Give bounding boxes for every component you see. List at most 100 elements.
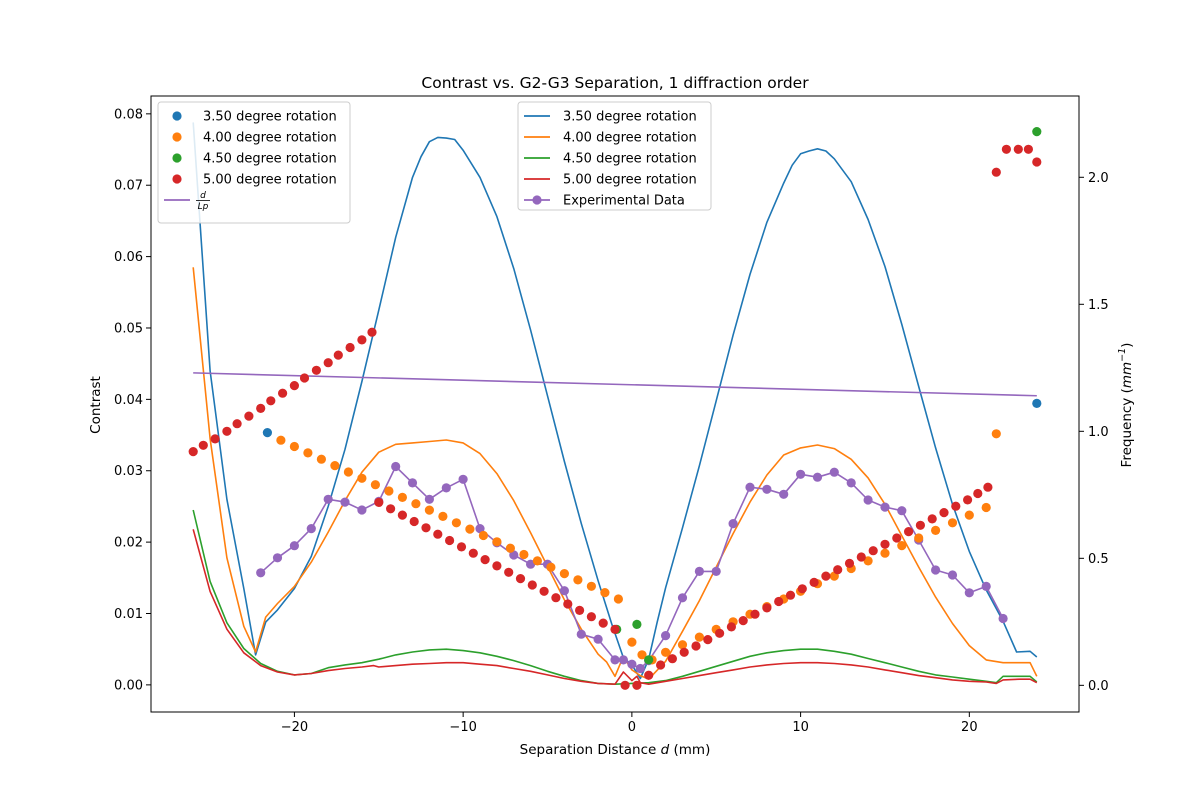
scatter-point-5-00-degree-rotation xyxy=(703,635,713,645)
experimental-data-point xyxy=(272,553,283,563)
scatter-point-5-00-degree-rotation xyxy=(266,396,276,406)
scatter-point-5-00-degree-rotation xyxy=(210,434,220,444)
scatter-point-4-00-degree-rotation xyxy=(370,480,380,490)
legend-entry-4-00-degree-rotation: 4.00 degree rotation xyxy=(172,131,337,146)
experimental-data-point xyxy=(627,659,637,669)
scatter-point-4-00-degree-rotation xyxy=(303,448,313,458)
experimental-data-point xyxy=(947,570,958,580)
scatter-point-5-00-degree-rotation xyxy=(939,507,949,518)
x-axis-label: Separation Distance d (mm) xyxy=(520,742,711,758)
scatter-point-5-00-degree-rotation xyxy=(892,533,902,543)
scatter-point-4-00-degree-rotation xyxy=(451,518,461,528)
scatter-point-5-00-degree-rotation xyxy=(433,529,443,539)
legend-left: 3.50 degree rotation 4.00 degree rotation… xyxy=(157,101,351,224)
scatter-point-4-00-degree-rotation xyxy=(931,525,941,536)
scatter-point-5-00-degree-rotation xyxy=(515,574,526,584)
legend-left-frame xyxy=(157,101,351,224)
scatter-point-4-00-degree-rotation xyxy=(637,650,647,660)
scatter-point-5-00-degree-rotation xyxy=(232,419,242,429)
scatter-point-5-00-degree-rotation xyxy=(188,447,198,457)
y-tick-label: 0.00 xyxy=(114,678,143,693)
y-tick-label: 0.05 xyxy=(114,321,143,336)
y2-tick-label: 1.0 xyxy=(1088,425,1109,440)
scatter-point-5-00-degree-rotation xyxy=(445,535,455,546)
scatter-point-5-00-degree-rotation xyxy=(738,616,748,626)
scatter-point-5-00-degree-rotation xyxy=(480,555,490,565)
experimental-data-point xyxy=(897,506,907,516)
scatter-point-5-00-degree-rotation xyxy=(357,335,367,345)
scatter-point-5-00-degree-rotation xyxy=(333,350,343,360)
scatter-point-4-00-degree-rotation xyxy=(316,454,326,464)
scatter-point-4-00-degree-rotation xyxy=(411,499,421,509)
scatter-point-5-00-degree-rotation xyxy=(397,510,407,520)
legend-label: 3.50 degree rotation xyxy=(563,110,697,125)
scatter-point-4-00-degree-rotation xyxy=(586,581,597,591)
scatter-point-4-00-degree-rotation xyxy=(964,510,974,520)
scatter-point-5-00-degree-rotation xyxy=(856,552,866,562)
scatter-point-5-00-degree-rotation xyxy=(904,527,914,537)
scatter-point-5-00-degree-rotation xyxy=(367,327,377,337)
experimental-data-point xyxy=(779,489,789,499)
scatter-point-5-00-degree-rotation xyxy=(492,561,502,571)
experimental-data-point xyxy=(711,566,721,577)
scatter-point-5-00-degree-rotation xyxy=(991,167,1001,177)
experimental-data-point xyxy=(424,494,434,504)
scatter-point-5-00-degree-rotation xyxy=(715,628,725,638)
scatter-point-4-00-degree-rotation xyxy=(330,461,340,471)
scatter-point-4-00-degree-rotation xyxy=(384,486,394,496)
scatter-point-5-00-degree-rotation xyxy=(880,539,890,549)
scatter-point-4-00-degree-rotation xyxy=(532,556,543,566)
scatter-point-5-00-degree-rotation xyxy=(644,670,654,680)
scatter-point-5-00-degree-rotation xyxy=(632,680,642,690)
x-tick-label: 0 xyxy=(628,720,636,735)
legend-center: 3.50 degree rotation 4.00 degree rotation… xyxy=(517,101,712,211)
experimental-data-point xyxy=(661,631,671,641)
scatter-point-4-00-degree-rotation xyxy=(424,505,434,515)
legend-swatch-dot xyxy=(172,132,182,142)
y-tick-label: 0.01 xyxy=(114,607,143,622)
scatter-point-4-00-degree-rotation xyxy=(465,524,475,534)
scatter-point-5-00-degree-rotation xyxy=(951,501,961,511)
x-tick-label: −20 xyxy=(281,720,308,735)
scatter-point-4-00-degree-rotation xyxy=(397,492,407,502)
scatter-point-4-00-degree-rotation xyxy=(559,569,570,579)
scatter-point-4-00-degree-rotation xyxy=(357,473,367,483)
scatter-point-4-00-degree-rotation xyxy=(947,518,958,528)
legend-entry-3-50-degree-rotation: 3.50 degree rotation xyxy=(524,110,697,125)
plot-frame xyxy=(150,95,1080,713)
scatter-point-5-00-degree-rotation xyxy=(774,596,784,607)
scatter-point-4-00-degree-rotation xyxy=(880,548,890,558)
legend-entry-experimental-data: Experimental Data xyxy=(524,194,685,209)
legend-center-frame xyxy=(517,101,712,211)
experimental-data-point xyxy=(812,472,823,482)
y-tick-label: 0.04 xyxy=(114,393,143,408)
scatter-point-5-00-degree-rotation xyxy=(527,580,537,590)
scatter-point-5-00-degree-rotation xyxy=(539,586,549,596)
scatter-point-5-00-degree-rotation xyxy=(762,603,772,613)
scatter-point-5-00-degree-rotation xyxy=(750,609,760,619)
y-tick-label: 0.07 xyxy=(114,179,143,194)
experimental-data-point xyxy=(289,541,299,551)
scatter-point-4-00-degree-rotation xyxy=(661,647,671,657)
scatter-point-3-50-degree-rotation xyxy=(262,428,272,438)
legend-entry-4-50-degree-rotation: 4.50 degree rotation xyxy=(172,152,337,167)
scatter-point-4-00-degree-rotation xyxy=(613,594,624,604)
legend-label: 5.00 degree rotation xyxy=(563,173,697,188)
y2-tick-label: 1.5 xyxy=(1088,298,1109,313)
legend-entry-5-00-degree-rotation: 5.00 degree rotation xyxy=(172,173,337,188)
legend-label: 5.00 degree rotation xyxy=(203,173,337,188)
scatter-point-4-00-degree-rotation xyxy=(546,562,556,572)
y-tick-label: 0.08 xyxy=(114,107,143,122)
legend-label-denominator: Lp xyxy=(198,202,209,212)
legend-swatch-dot xyxy=(172,153,182,163)
scatter-point-5-00-degree-rotation xyxy=(323,358,333,368)
scatter-point-5-00-degree-rotation xyxy=(679,647,689,657)
scatter-point-4-00-degree-rotation xyxy=(627,637,637,647)
scatter-point-4-50-degree-rotation xyxy=(644,655,654,665)
legend-label: 4.00 degree rotation xyxy=(563,131,697,146)
scatter-point-5-00-degree-rotation xyxy=(833,565,843,575)
experimental-data-point xyxy=(618,655,629,665)
experimental-data-point xyxy=(441,483,451,493)
scatter-point-5-00-degree-rotation xyxy=(1023,144,1033,154)
